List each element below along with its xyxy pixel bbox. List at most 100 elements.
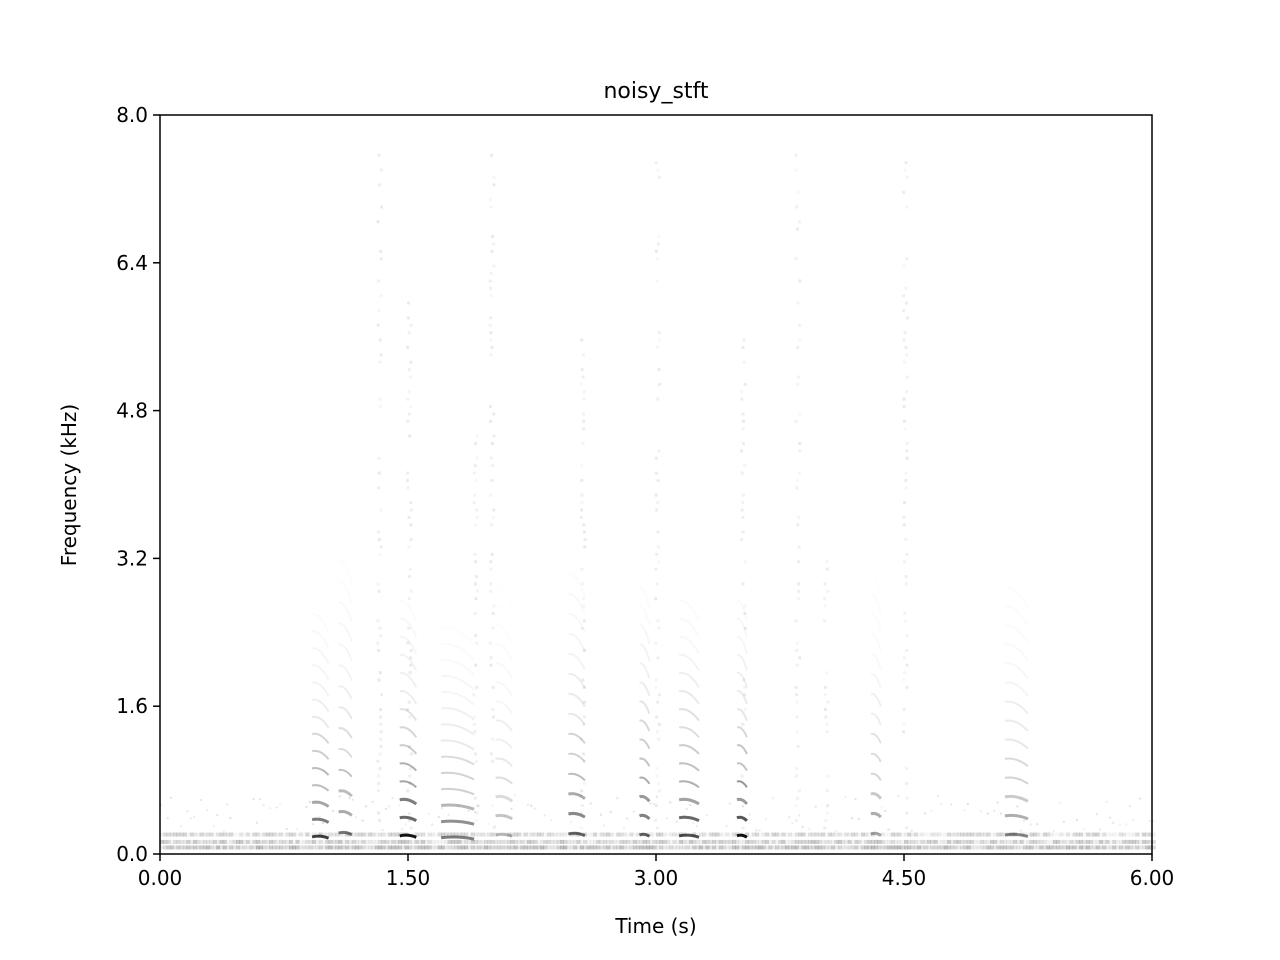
fricative-cell — [741, 722, 745, 726]
noise-cell — [279, 839, 283, 844]
fricative-cell — [797, 560, 801, 564]
noise-cell — [245, 845, 250, 850]
noise-cell — [179, 832, 184, 837]
fricative-cell — [409, 360, 413, 364]
noise-cell — [183, 845, 187, 850]
fricative-cell — [488, 493, 492, 497]
noise-cell — [669, 839, 674, 844]
noise-cell — [970, 845, 974, 850]
fricative-cell — [492, 604, 496, 608]
noise-cell — [444, 839, 449, 844]
noise-cell — [288, 839, 293, 844]
noise-cell — [1083, 833, 1087, 837]
fricative-cell — [741, 582, 745, 586]
noise-cell — [1099, 845, 1103, 850]
noise-cell — [533, 832, 538, 837]
noise-cell — [490, 845, 495, 850]
fricative-cell — [377, 538, 381, 542]
fricative-cell — [823, 685, 827, 689]
noise-cell — [788, 816, 791, 819]
noise-cell — [1095, 845, 1100, 850]
fricative-cell — [654, 641, 658, 645]
fricative-cell — [580, 508, 584, 512]
noise-cell — [523, 845, 528, 850]
noise-cell — [900, 839, 905, 844]
fricative-cell — [902, 294, 906, 298]
noise-cell — [1089, 845, 1093, 850]
fricative-cell — [903, 265, 906, 268]
noise-cell — [441, 807, 444, 810]
noise-cell — [533, 807, 536, 810]
noise-cell — [626, 845, 631, 850]
noise-cell — [1003, 832, 1008, 837]
noise-cell — [378, 832, 383, 837]
noise-cell — [834, 830, 837, 833]
noise-cell — [1112, 832, 1117, 837]
noise-cell — [434, 833, 438, 837]
noise-cell — [222, 830, 225, 833]
harmonic-band — [338, 789, 353, 798]
noise-cell — [986, 845, 991, 850]
noise-cell — [1042, 845, 1047, 850]
fricative-cell — [409, 538, 413, 542]
harmonic-band — [440, 803, 475, 811]
noise-cell — [622, 839, 627, 844]
noise-cell — [632, 839, 637, 844]
noise-cell — [474, 832, 478, 837]
noise-cell — [1072, 832, 1077, 837]
fricative-cell — [378, 183, 382, 187]
noise-cell — [616, 839, 621, 844]
noise-cell — [672, 839, 677, 844]
noise-cell — [484, 832, 488, 837]
noise-cell — [1116, 833, 1120, 837]
fricative-cell — [472, 471, 476, 475]
noise-cell — [556, 839, 561, 844]
fricative-cell — [657, 449, 661, 453]
fricative-cell — [794, 693, 798, 697]
harmonic-band — [1004, 794, 1029, 803]
fricative-cell — [741, 826, 745, 830]
noise-cell — [467, 809, 470, 812]
noise-cell — [1016, 845, 1021, 850]
noise-cell — [1069, 845, 1074, 850]
noise-cell — [298, 845, 303, 850]
noise-cell — [854, 832, 859, 837]
noise-cell — [963, 845, 968, 850]
noise-cell — [444, 832, 449, 837]
harmonic-band — [338, 664, 353, 681]
noise-cell — [255, 839, 260, 844]
fricative-cell — [408, 774, 412, 778]
harmonic-band — [311, 749, 330, 760]
fricative-cell — [582, 523, 586, 527]
noise-cell — [656, 839, 660, 844]
noise-cell — [556, 832, 561, 837]
fricative-cell — [741, 345, 745, 349]
noise-cell — [788, 839, 793, 844]
noise-cell — [708, 832, 713, 837]
noise-cell — [1105, 845, 1110, 850]
noise-cell — [193, 839, 197, 844]
noise-cell — [318, 839, 323, 844]
noise-cell — [388, 845, 392, 850]
noise-cell — [285, 845, 290, 850]
noise-cell — [636, 839, 640, 844]
noise-cell — [801, 832, 806, 837]
fricative-cell — [796, 479, 799, 482]
noise-cell — [1049, 845, 1054, 850]
fricative-cell — [654, 686, 657, 689]
noise-cell — [427, 839, 432, 844]
fricative-cell — [796, 701, 799, 704]
fricative-cell — [409, 648, 413, 652]
noise-cell — [636, 845, 640, 850]
fricative-cell — [491, 737, 495, 741]
noise-cell — [414, 845, 419, 850]
fricative-cell — [489, 316, 493, 320]
noise-cell — [794, 845, 799, 850]
noise-cell — [748, 845, 753, 850]
noise-cell — [897, 845, 902, 850]
fricative-cell — [475, 685, 479, 689]
fricative-cell — [655, 552, 659, 556]
noise-cell — [659, 832, 664, 837]
noise-cell — [460, 845, 465, 850]
fricative-cell — [583, 545, 587, 549]
